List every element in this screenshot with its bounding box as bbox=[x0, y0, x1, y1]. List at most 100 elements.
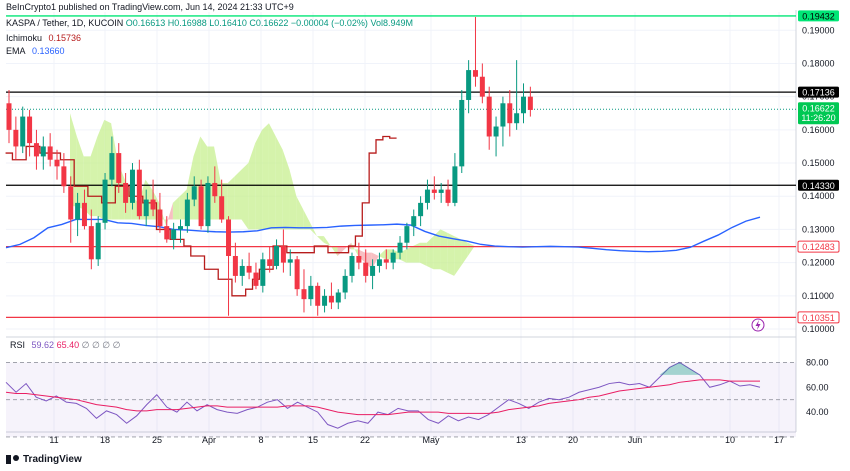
candle-body bbox=[253, 272, 259, 286]
cloud-segment bbox=[440, 229, 448, 273]
candle bbox=[274, 239, 280, 270]
candle-body bbox=[479, 76, 485, 97]
candle bbox=[376, 252, 382, 273]
ema-line bbox=[5, 216, 761, 253]
candle bbox=[116, 143, 122, 193]
candle bbox=[507, 90, 513, 137]
candle bbox=[164, 216, 170, 243]
lightning-icon-bolt bbox=[755, 320, 761, 330]
candle-body bbox=[27, 116, 33, 144]
candle bbox=[459, 90, 465, 173]
time-tick-label: 18 bbox=[100, 435, 110, 445]
candle-body bbox=[109, 153, 115, 180]
tradingview-brand-label: TradingView bbox=[23, 454, 82, 465]
candle bbox=[13, 116, 19, 160]
time-tick-label: 10 bbox=[725, 435, 735, 445]
candle bbox=[6, 90, 12, 144]
time-tick-label: 11 bbox=[49, 435, 58, 445]
candle bbox=[280, 229, 286, 273]
candle-body bbox=[335, 292, 341, 303]
last-price-label: 0.16622 bbox=[802, 104, 835, 114]
ohlc-values: O0.16613 H0.16988 L0.16410 C0.16622 −0.0… bbox=[125, 18, 368, 28]
rsi-legend[interactable]: RSI 59.62 65.40 ∅ ∅ ∅ ∅ bbox=[10, 340, 121, 351]
candle-body bbox=[88, 226, 94, 260]
volume-value: Vol8.949M bbox=[370, 18, 413, 28]
candle-body bbox=[61, 166, 67, 187]
time-tick-label: Apr bbox=[202, 435, 216, 445]
price-tick-label: 0.19000 bbox=[802, 25, 835, 35]
candle-body bbox=[527, 96, 533, 110]
cloud-segment bbox=[262, 123, 269, 230]
candle bbox=[205, 176, 211, 233]
candle bbox=[527, 86, 533, 117]
candle bbox=[514, 60, 520, 130]
candle-body bbox=[514, 113, 520, 124]
candle bbox=[486, 86, 492, 150]
horizontal-levels bbox=[6, 15, 796, 319]
candle bbox=[315, 282, 321, 316]
candle bbox=[445, 179, 451, 207]
candle bbox=[322, 289, 328, 313]
price-tick-label: 0.16000 bbox=[802, 125, 835, 135]
candle-body bbox=[13, 129, 19, 147]
candle-body bbox=[342, 275, 348, 293]
candle-body bbox=[143, 199, 149, 217]
candle bbox=[404, 222, 410, 250]
rsi-ma-value: 65.40 bbox=[56, 340, 80, 350]
candle bbox=[335, 289, 341, 310]
candle-body bbox=[404, 226, 410, 243]
cloud-segment bbox=[255, 129, 263, 230]
candle bbox=[239, 259, 245, 286]
cloud-segment bbox=[275, 136, 283, 230]
cloud-segment bbox=[447, 232, 455, 276]
rsi-value: 59.62 bbox=[31, 340, 55, 350]
cloud-segment bbox=[316, 236, 324, 243]
candle-body bbox=[294, 259, 300, 290]
candle-body bbox=[232, 255, 238, 276]
level-tag-label: 0.17136 bbox=[802, 88, 835, 98]
tradingview-brand[interactable]: TradingView bbox=[6, 454, 82, 465]
rsi-panel bbox=[5, 361, 796, 438]
candle-body bbox=[376, 259, 382, 266]
candle-body bbox=[184, 199, 190, 227]
candle-body bbox=[136, 169, 142, 217]
ema-label: EMA bbox=[6, 46, 26, 56]
level-tag-bg bbox=[798, 10, 839, 22]
time-tick-label: 15 bbox=[308, 435, 318, 445]
time-axis: 11 18 25 Apr 8 15 22 May 13 20 Jun 10 17 bbox=[49, 435, 784, 445]
cloud-segment bbox=[419, 242, 427, 266]
time-tick-label: 25 bbox=[152, 435, 162, 445]
ema-legend[interactable]: EMA 0.13660 bbox=[6, 46, 65, 56]
candle bbox=[27, 109, 33, 157]
candle bbox=[246, 252, 252, 280]
candle bbox=[47, 133, 53, 167]
candle-body bbox=[445, 189, 451, 203]
candle-body bbox=[301, 289, 307, 300]
candle-body bbox=[246, 265, 252, 273]
cloud-segment bbox=[310, 222, 317, 237]
candle bbox=[81, 189, 87, 230]
candle bbox=[342, 269, 348, 300]
level-tag: 0.10351 bbox=[797, 311, 840, 324]
rsi-overbought-fill bbox=[659, 362, 700, 375]
candle-body bbox=[383, 259, 389, 263]
ichimoku-value: 0.15736 bbox=[48, 33, 82, 43]
candle bbox=[356, 242, 362, 270]
rsi-tick-label: 40.00 bbox=[806, 407, 829, 417]
candle bbox=[287, 249, 293, 276]
candle bbox=[123, 173, 129, 213]
candle bbox=[191, 176, 197, 207]
candle bbox=[212, 166, 218, 203]
candle bbox=[129, 163, 135, 210]
candle bbox=[521, 83, 526, 124]
candle-body bbox=[239, 265, 245, 276]
candle-body bbox=[212, 182, 218, 197]
ichimoku-legend[interactable]: Ichimoku 0.15736 bbox=[6, 33, 81, 43]
level-tag-label: 0.10351 bbox=[802, 313, 835, 323]
candle-body bbox=[472, 70, 478, 77]
candle-body bbox=[102, 179, 108, 223]
countdown-label: 11:26:20 bbox=[801, 113, 835, 123]
cloud-segment bbox=[454, 236, 462, 276]
